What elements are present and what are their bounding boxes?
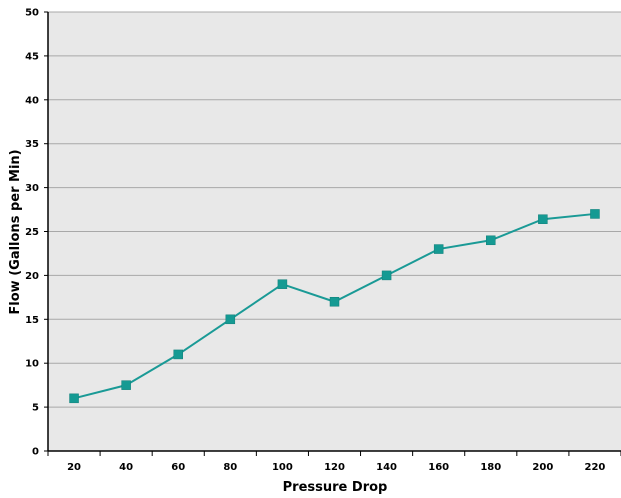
- x-axis-title: Pressure Drop: [283, 480, 388, 495]
- y-tick-label: 5: [32, 403, 39, 414]
- x-tick-label: 200: [532, 462, 553, 473]
- series-layer: [69, 209, 600, 404]
- data-point-marker: [121, 380, 131, 390]
- x-tick-label: 20: [67, 462, 81, 473]
- y-tick-label: 45: [25, 51, 39, 62]
- x-tick-label: 40: [119, 462, 133, 473]
- x-tick-label: 140: [376, 462, 397, 473]
- y-tick-label: 15: [25, 315, 39, 326]
- x-tick-labels: 20 40 60 80 100 120 140 160 180 200 220: [67, 462, 605, 473]
- x-tick-label: 80: [223, 462, 237, 473]
- y-tick-label: 50: [25, 8, 39, 19]
- y-tick-label: 0: [32, 447, 39, 458]
- data-point-marker: [433, 244, 444, 254]
- data-point-marker: [225, 314, 236, 325]
- x-tick-marks: [47, 451, 621, 456]
- data-point-marker: [69, 393, 79, 404]
- y-tick-label: 40: [25, 95, 39, 106]
- x-tick-label: 160: [428, 462, 449, 473]
- y-gridlines: [44, 11, 621, 452]
- data-point-marker: [538, 214, 548, 224]
- y-tick-label: 10: [25, 359, 39, 370]
- y-axis-title: Flow (Gallons per Min): [8, 149, 23, 314]
- x-tick-label: 100: [272, 462, 293, 473]
- x-tick-label: 120: [324, 462, 345, 473]
- x-tick-label: 220: [585, 462, 606, 473]
- data-point-marker: [277, 279, 288, 289]
- y-tick-labels: 0 5 10 15 20 25 30 35 40 45 50: [25, 8, 39, 458]
- y-tick-label: 25: [25, 227, 39, 238]
- data-point-marker: [486, 235, 496, 246]
- y-tick-label: 35: [25, 139, 39, 150]
- data-point-marker: [329, 296, 340, 307]
- y-tick-label: 20: [25, 271, 39, 282]
- y-tick-label: 30: [25, 183, 39, 194]
- x-tick-label: 60: [171, 462, 185, 473]
- data-point-marker: [381, 270, 392, 281]
- data-point-marker: [590, 209, 600, 219]
- data-point-marker: [173, 349, 183, 360]
- x-tick-label: 180: [480, 462, 501, 473]
